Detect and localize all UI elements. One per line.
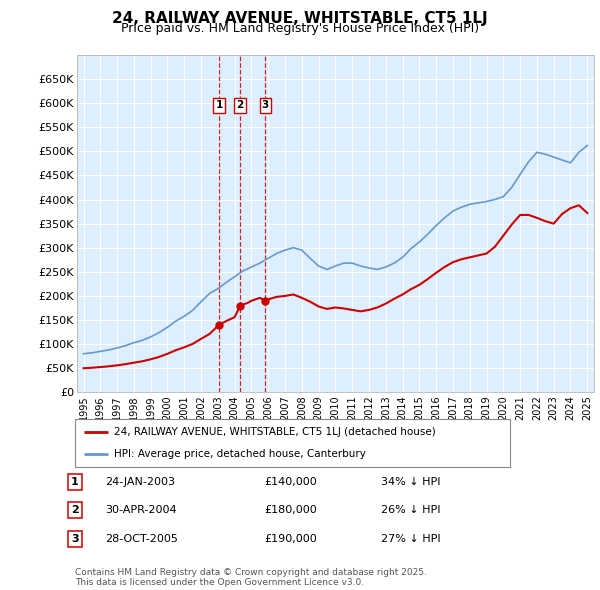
Text: 24, RAILWAY AVENUE, WHITSTABLE, CT5 1LJ (detached house): 24, RAILWAY AVENUE, WHITSTABLE, CT5 1LJ … [114, 427, 436, 437]
Text: 26% ↓ HPI: 26% ↓ HPI [381, 506, 440, 515]
Text: 27% ↓ HPI: 27% ↓ HPI [381, 534, 440, 543]
Text: HPI: Average price, detached house, Canterbury: HPI: Average price, detached house, Cant… [114, 449, 366, 459]
Text: 24-JAN-2003: 24-JAN-2003 [105, 477, 175, 487]
Text: £140,000: £140,000 [264, 477, 317, 487]
Text: £180,000: £180,000 [264, 506, 317, 515]
Text: £190,000: £190,000 [264, 534, 317, 543]
Text: Contains HM Land Registry data © Crown copyright and database right 2025.
This d: Contains HM Land Registry data © Crown c… [75, 568, 427, 587]
Text: 1: 1 [71, 477, 79, 487]
Text: 24, RAILWAY AVENUE, WHITSTABLE, CT5 1LJ: 24, RAILWAY AVENUE, WHITSTABLE, CT5 1LJ [112, 11, 488, 25]
Text: 34% ↓ HPI: 34% ↓ HPI [381, 477, 440, 487]
Text: 2: 2 [71, 506, 79, 515]
Text: 3: 3 [262, 100, 269, 110]
Text: 30-APR-2004: 30-APR-2004 [105, 506, 176, 515]
Text: 2: 2 [236, 100, 244, 110]
Text: 1: 1 [215, 100, 223, 110]
Text: 3: 3 [71, 534, 79, 543]
Text: 28-OCT-2005: 28-OCT-2005 [105, 534, 178, 543]
Text: Price paid vs. HM Land Registry's House Price Index (HPI): Price paid vs. HM Land Registry's House … [121, 22, 479, 35]
